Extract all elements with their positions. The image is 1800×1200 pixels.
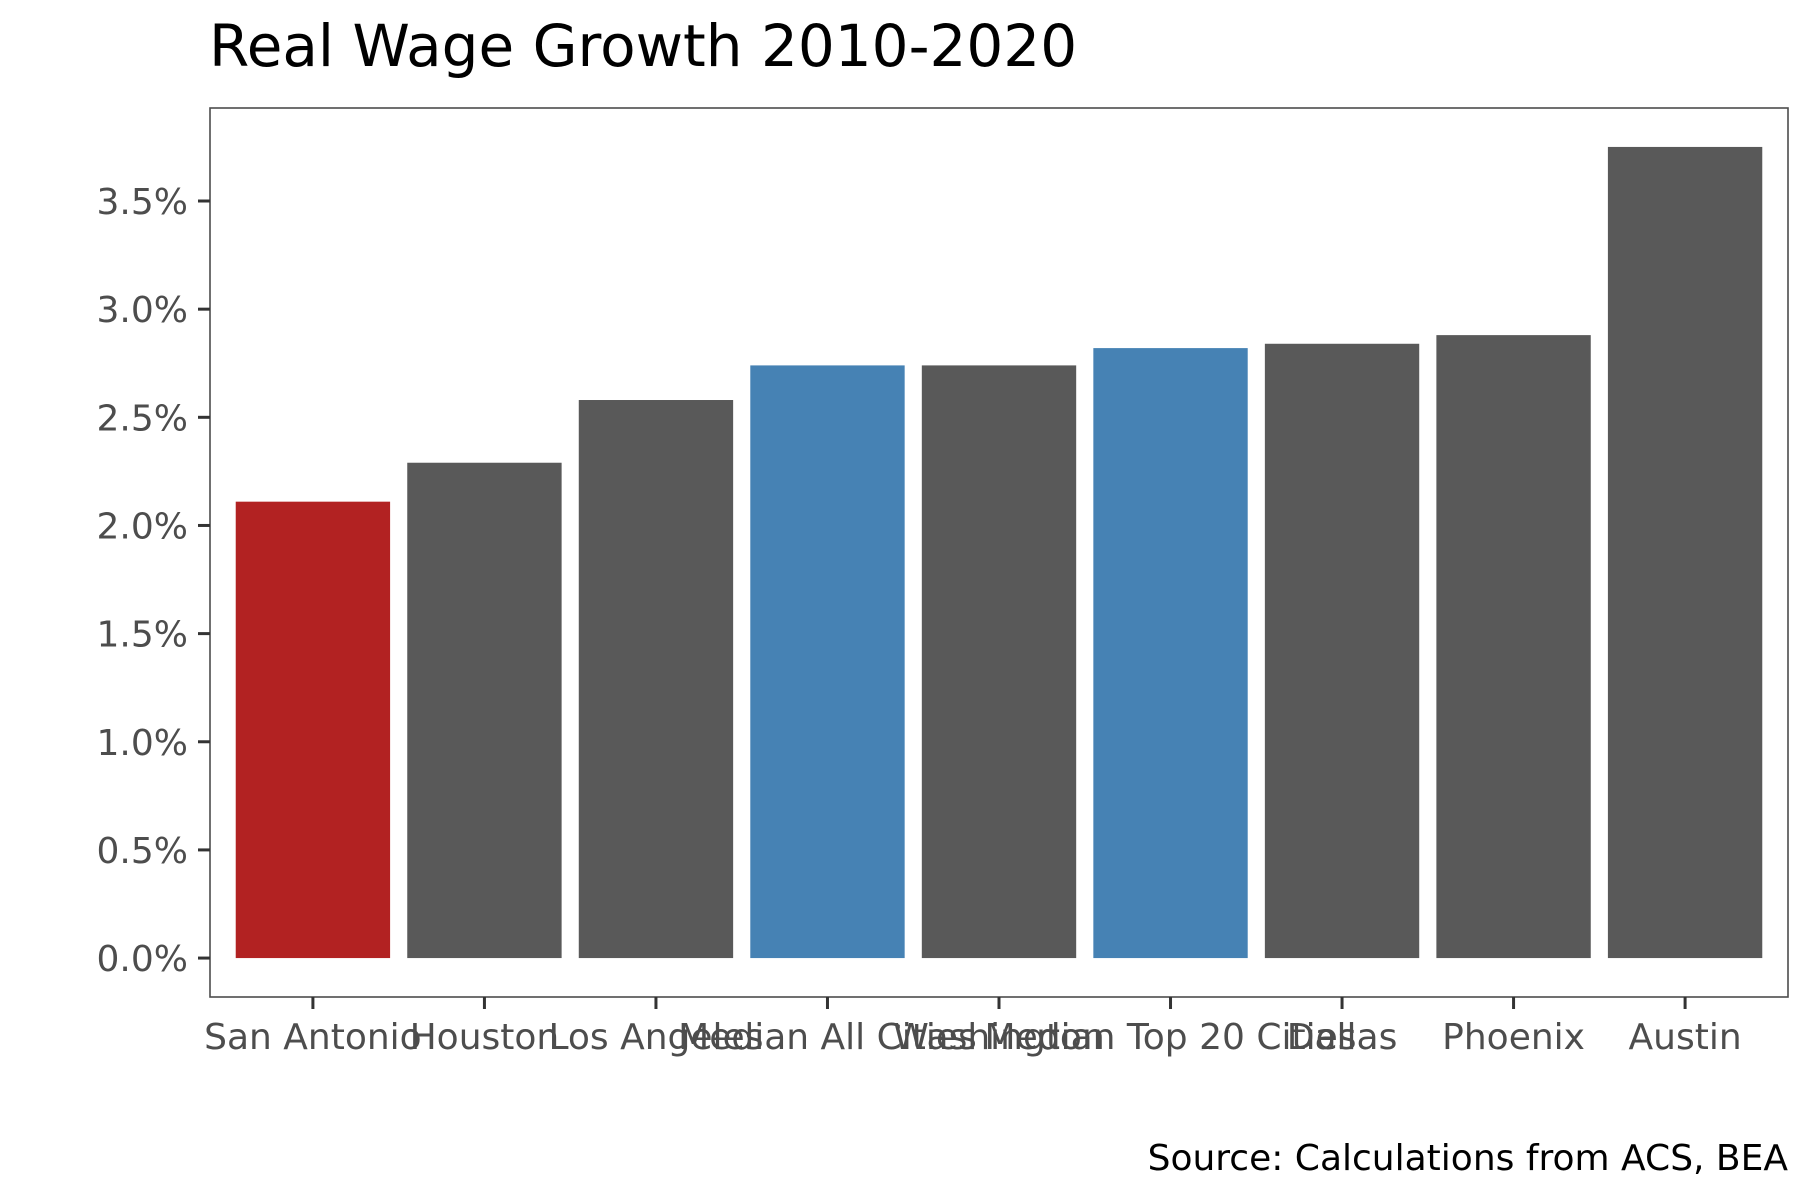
x-tick-label: Houston [410, 1017, 560, 1058]
x-tick-label: Median Top 20 Cities [985, 1017, 1357, 1058]
bars-group [235, 146, 1763, 959]
x-tick-label: Phoenix [1442, 1017, 1585, 1058]
bar [578, 400, 734, 959]
y-tick-label: 2.0% [97, 506, 188, 547]
y-tick-label: 3.0% [97, 290, 188, 331]
y-axis: 0.0% 0.5% 1.0% 1.5% 2.0% 2.5% 3.0% 3.5% [97, 182, 210, 980]
bar [1093, 348, 1248, 959]
x-tick-label: Washington [893, 1017, 1105, 1058]
y-tick-label: 0.5% [97, 831, 188, 872]
bar [1607, 146, 1763, 959]
bar [921, 365, 1077, 959]
chart-title: Real Wage Growth 2010-2020 [209, 12, 1077, 80]
y-tick-label: 1.0% [97, 723, 188, 764]
bar [407, 462, 562, 959]
y-tick-label: 2.5% [97, 398, 188, 439]
x-tick-label: Austin [1629, 1017, 1742, 1058]
bar [1436, 335, 1591, 959]
bar [1264, 343, 1420, 959]
chart-caption: Source: Calculations from ACS, BEA [1148, 1138, 1789, 1179]
x-tick-label: San Antonio [204, 1017, 422, 1058]
bar [750, 365, 905, 959]
x-tick-label: Median All Cities [678, 1017, 977, 1058]
x-tick-label: Dallas [1287, 1017, 1398, 1058]
y-tick-label: 3.5% [97, 182, 188, 223]
y-tick-label: 1.5% [97, 615, 188, 656]
y-tick-label: 0.0% [97, 939, 188, 980]
x-tick-label: Los Angeles [548, 1017, 763, 1058]
bar [235, 501, 391, 959]
